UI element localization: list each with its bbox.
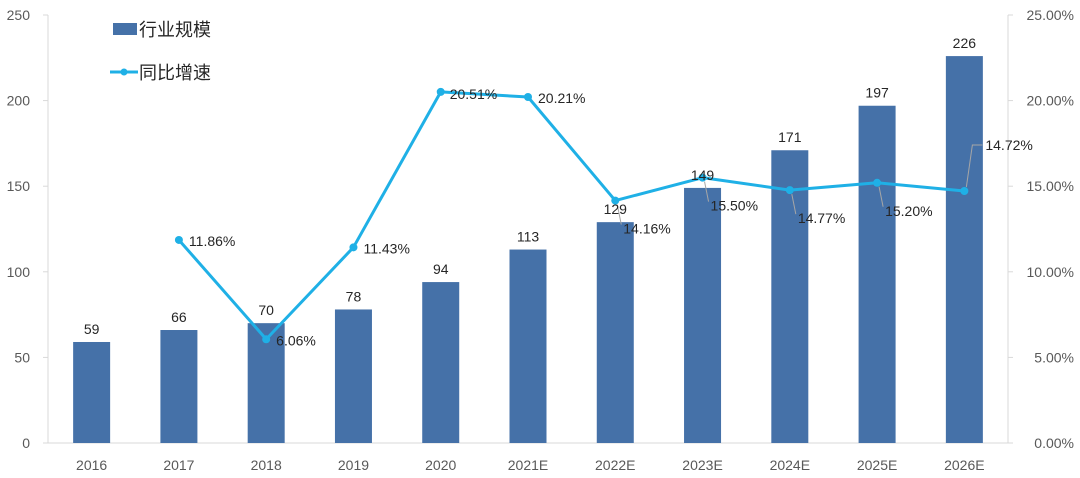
- y-right-tick-label: 10.00%: [1027, 264, 1074, 280]
- bar: [334, 309, 372, 443]
- y-right-tick-label: 25.00%: [1027, 7, 1074, 23]
- leader-lines: [616, 144, 983, 225]
- bar: [509, 249, 547, 443]
- legend-bar-label: 行业规模: [139, 20, 211, 41]
- y-left-tick-label: 0: [22, 435, 30, 451]
- growth-point: [785, 186, 794, 195]
- growth-point: [611, 196, 620, 205]
- bar: [73, 341, 111, 443]
- legend-line-label: 同比增速: [139, 63, 211, 84]
- x-tick-label: 2019: [338, 457, 369, 473]
- bar: [858, 105, 896, 444]
- y-left-tick-label: 100: [7, 264, 31, 280]
- growth-point: [262, 335, 271, 344]
- bar-value-label: 226: [953, 35, 977, 51]
- x-tick-label: 2017: [163, 457, 194, 473]
- x-tick-label: 2018: [251, 457, 282, 473]
- label-leader-line: [616, 204, 622, 225]
- growth-line: [177, 90, 965, 341]
- growth-value-label: 15.50%: [711, 198, 758, 214]
- growth-value-label: 20.21%: [538, 90, 585, 106]
- growth-value-label: 20.51%: [450, 86, 497, 102]
- bar-value-label: 129: [604, 201, 628, 217]
- bar-value-label: 94: [433, 261, 449, 277]
- growth-point: [698, 173, 707, 182]
- y-right-tick-label: 15.00%: [1027, 178, 1074, 194]
- growth-point: [349, 243, 358, 252]
- bar-value-label: 78: [346, 288, 362, 304]
- label-leader-line: [791, 194, 797, 215]
- growth-point: [524, 93, 532, 102]
- y-right-tick-label: 5.00%: [1034, 349, 1074, 365]
- y-left-tick-label: 50: [14, 349, 30, 365]
- bar: [422, 282, 460, 443]
- label-leader-line: [965, 144, 983, 188]
- bar-value-label: 197: [865, 85, 889, 101]
- label-leader-line: [878, 186, 884, 207]
- x-tick-label: 2020: [425, 457, 456, 473]
- bar: [684, 187, 722, 443]
- data-labels: 59 66 70 78 94 113 129 149 171 197 226 11.86% 6.06% 1…: [84, 35, 1033, 348]
- bar: [945, 56, 983, 443]
- x-tick-label: 2021E: [508, 457, 548, 473]
- bar-value-label: 59: [84, 321, 100, 337]
- y-left-tick-label: 250: [7, 7, 31, 23]
- bar: [596, 222, 634, 443]
- growth-value-label: 11.86%: [189, 233, 235, 249]
- y-left-tick-label: 200: [7, 93, 31, 109]
- bar-value-label: 113: [517, 229, 540, 245]
- bar: [160, 330, 198, 443]
- growth-value-label: 11.43%: [363, 240, 409, 256]
- growth-value-label: 15.20%: [885, 203, 932, 219]
- line-series: [174, 87, 969, 344]
- legend-line-marker: [120, 68, 128, 76]
- label-leader-line: [704, 181, 710, 202]
- x-tick-label: 2023E: [682, 457, 722, 473]
- growth-value-label: 14.16%: [623, 221, 670, 237]
- growth-value-label: 6.06%: [276, 332, 316, 348]
- axes: 0 50 100 150 200 250 0.00% 5.00% 10.00% 15.00% 20.…: [7, 7, 1074, 473]
- bar-value-label: 149: [691, 167, 715, 183]
- x-tick-label: 2024E: [770, 457, 810, 473]
- x-tick-label: 2026E: [944, 457, 984, 473]
- bar-value-label: 171: [778, 129, 802, 145]
- legend: 行业规模 同比增速: [110, 20, 211, 84]
- growth-value-label: 14.72%: [985, 137, 1032, 153]
- bar-value-label: 70: [258, 302, 274, 318]
- x-tick-label: 2016: [76, 457, 107, 473]
- x-tick-label: 2022E: [595, 457, 635, 473]
- growth-point: [174, 235, 183, 244]
- growth-point: [960, 186, 969, 195]
- y-right-tick-label: 0.00%: [1034, 435, 1074, 451]
- bar: [771, 150, 809, 444]
- growth-point: [873, 178, 882, 187]
- legend-bar-swatch: [113, 23, 137, 35]
- y-right-tick-label: 20.00%: [1027, 93, 1074, 109]
- growth-point: [436, 87, 445, 96]
- x-tick-label: 2025E: [857, 457, 897, 473]
- growth-value-label: 14.77%: [798, 210, 845, 226]
- y-left-tick-label: 150: [7, 178, 31, 194]
- bar-series: [73, 56, 983, 444]
- bar-value-label: 66: [171, 309, 187, 325]
